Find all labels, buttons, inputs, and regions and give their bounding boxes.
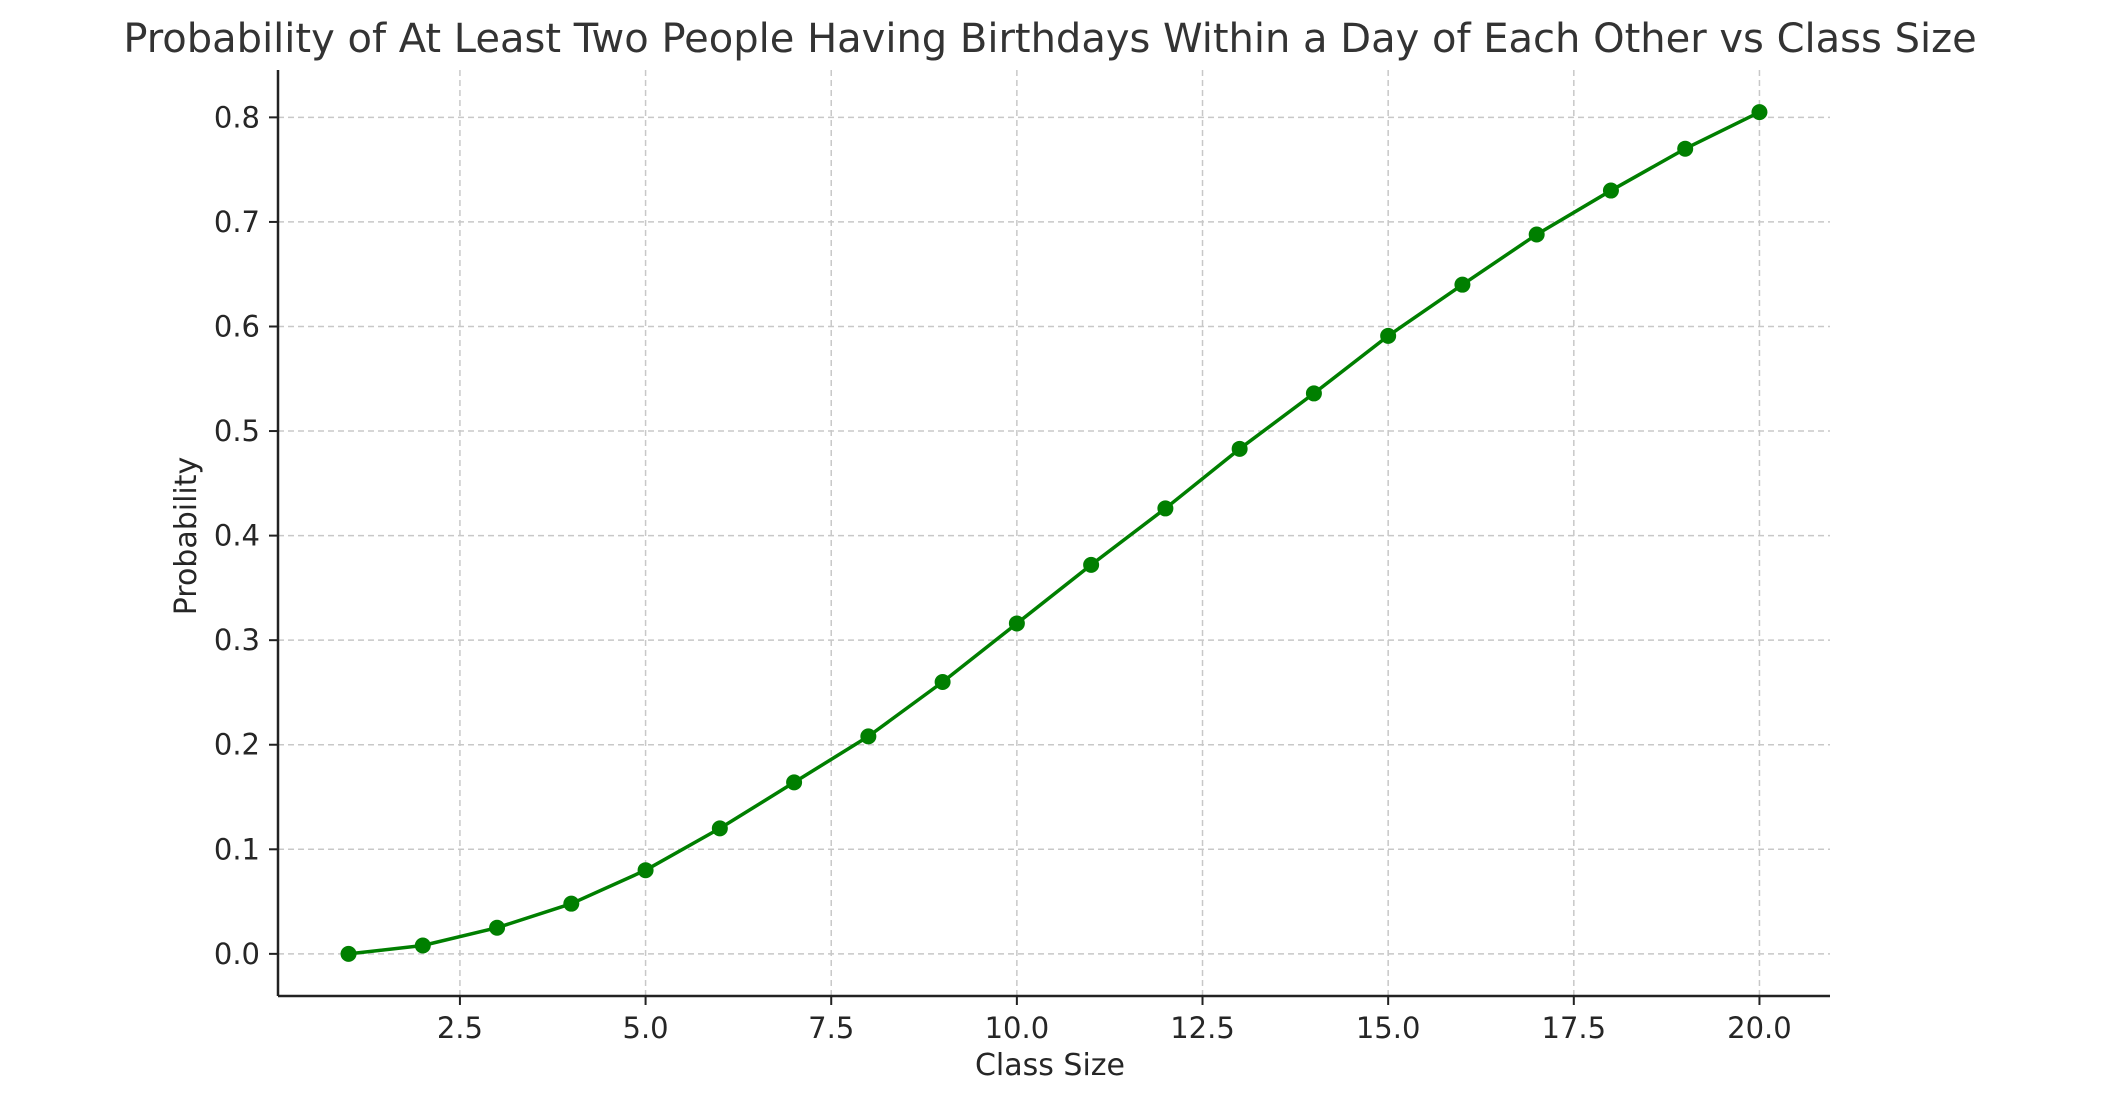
x-tick-label: 17.5 bbox=[1542, 1011, 1607, 1045]
y-tick-label: 0.7 bbox=[214, 205, 260, 239]
data-point bbox=[563, 895, 580, 912]
y-axis-ticks: 0.0 0.1 0.2 0.3 0.4 0.5 0.6 0.7 0.8 bbox=[214, 100, 278, 971]
data-point bbox=[934, 674, 951, 691]
data-point bbox=[1751, 104, 1768, 121]
y-axis-label: Probability bbox=[169, 457, 204, 616]
x-tick-label: 12.5 bbox=[1170, 1011, 1235, 1045]
data-point bbox=[637, 862, 654, 879]
y-tick-label: 0.8 bbox=[214, 100, 260, 134]
data-point bbox=[1380, 327, 1397, 344]
data-point bbox=[1602, 182, 1619, 199]
x-tick-label: 2.5 bbox=[437, 1011, 483, 1045]
y-tick-label: 0.6 bbox=[214, 309, 260, 343]
series-layer bbox=[340, 104, 1768, 962]
y-tick-label: 0.5 bbox=[214, 414, 260, 448]
data-point bbox=[1231, 440, 1248, 457]
data-point bbox=[1677, 140, 1694, 157]
chart-title: Probability of At Least Two People Havin… bbox=[123, 16, 1976, 62]
x-tick-label: 15.0 bbox=[1356, 1011, 1421, 1045]
axes bbox=[276, 70, 1830, 998]
series-line bbox=[346, 110, 1762, 956]
data-point bbox=[340, 945, 357, 962]
data-point bbox=[1305, 385, 1322, 402]
data-point bbox=[489, 919, 506, 936]
data-point bbox=[414, 937, 431, 954]
data-point bbox=[786, 774, 803, 791]
y-tick-label: 0.1 bbox=[214, 832, 260, 866]
data-point bbox=[1008, 615, 1025, 632]
data-point bbox=[1083, 556, 1100, 573]
data-point bbox=[711, 820, 728, 837]
x-tick-label: 7.5 bbox=[808, 1011, 854, 1045]
x-tick-label: 10.0 bbox=[985, 1011, 1050, 1045]
x-axis-label: Class Size bbox=[975, 1048, 1125, 1083]
data-point bbox=[1157, 500, 1174, 517]
y-tick-label: 0.2 bbox=[214, 728, 260, 762]
data-point bbox=[1528, 226, 1545, 243]
y-tick-label: 0.4 bbox=[214, 519, 260, 553]
data-point bbox=[860, 728, 877, 745]
y-tick-label: 0.3 bbox=[214, 623, 260, 657]
data-point bbox=[1454, 276, 1471, 293]
y-tick-label: 0.0 bbox=[214, 937, 260, 971]
x-axis-ticks: 2.5 5.0 7.5 10.0 12.5 15.0 17.5 20.0 bbox=[437, 996, 1792, 1045]
gridlines bbox=[278, 70, 1830, 996]
x-tick-label: 5.0 bbox=[623, 1011, 669, 1045]
x-tick-label: 20.0 bbox=[1727, 1011, 1792, 1045]
